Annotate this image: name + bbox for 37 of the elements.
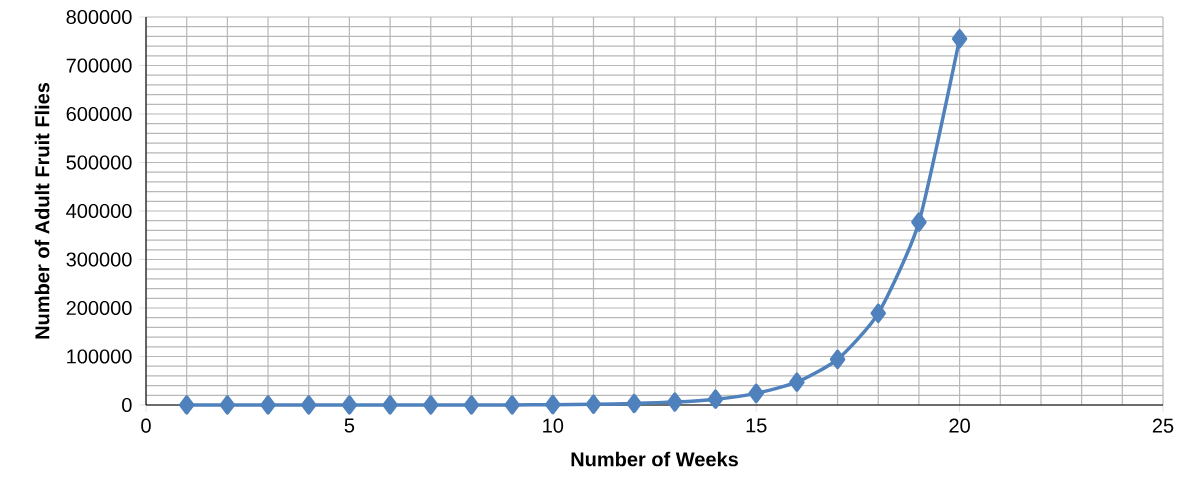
y-axis-title: Number of Adult Fruit Flies — [34, 82, 50, 339]
x-axis-title: Number of Weeks — [571, 451, 738, 467]
y-tick-label: 300000 — [66, 252, 132, 267]
point — [423, 395, 439, 415]
point — [707, 389, 724, 409]
x-tick-label: 10 — [543, 418, 564, 433]
y-tick-label: 600000 — [66, 106, 132, 122]
x-tick-label: 15 — [746, 418, 767, 433]
point — [789, 372, 805, 392]
point — [829, 349, 846, 370]
point — [463, 395, 480, 415]
point — [382, 395, 398, 415]
x-tick-label: 20 — [949, 418, 970, 433]
point — [341, 395, 358, 415]
point — [626, 393, 642, 414]
point — [748, 383, 764, 404]
x-tick-label: 5 — [344, 418, 355, 433]
y-tick-label: 700000 — [66, 58, 132, 73]
point — [504, 395, 520, 415]
x-tick-label: 25 — [1152, 418, 1174, 433]
y-tick-label: 100000 — [67, 349, 132, 364]
point — [585, 394, 602, 414]
point — [300, 395, 317, 415]
point — [260, 395, 276, 415]
y-tick-label: 500000 — [66, 155, 132, 170]
point — [911, 212, 927, 232]
y-tick-label: 200000 — [66, 300, 132, 316]
y-tick-label: 0 — [122, 397, 132, 413]
point — [545, 394, 561, 415]
x-tick-label: 0 — [141, 418, 151, 433]
point — [951, 29, 968, 49]
point — [667, 392, 683, 412]
y-tick-label: 400000 — [66, 203, 132, 219]
point — [178, 395, 195, 415]
point — [219, 395, 236, 415]
y-tick-label: 800000 — [66, 9, 132, 25]
point — [870, 303, 886, 324]
